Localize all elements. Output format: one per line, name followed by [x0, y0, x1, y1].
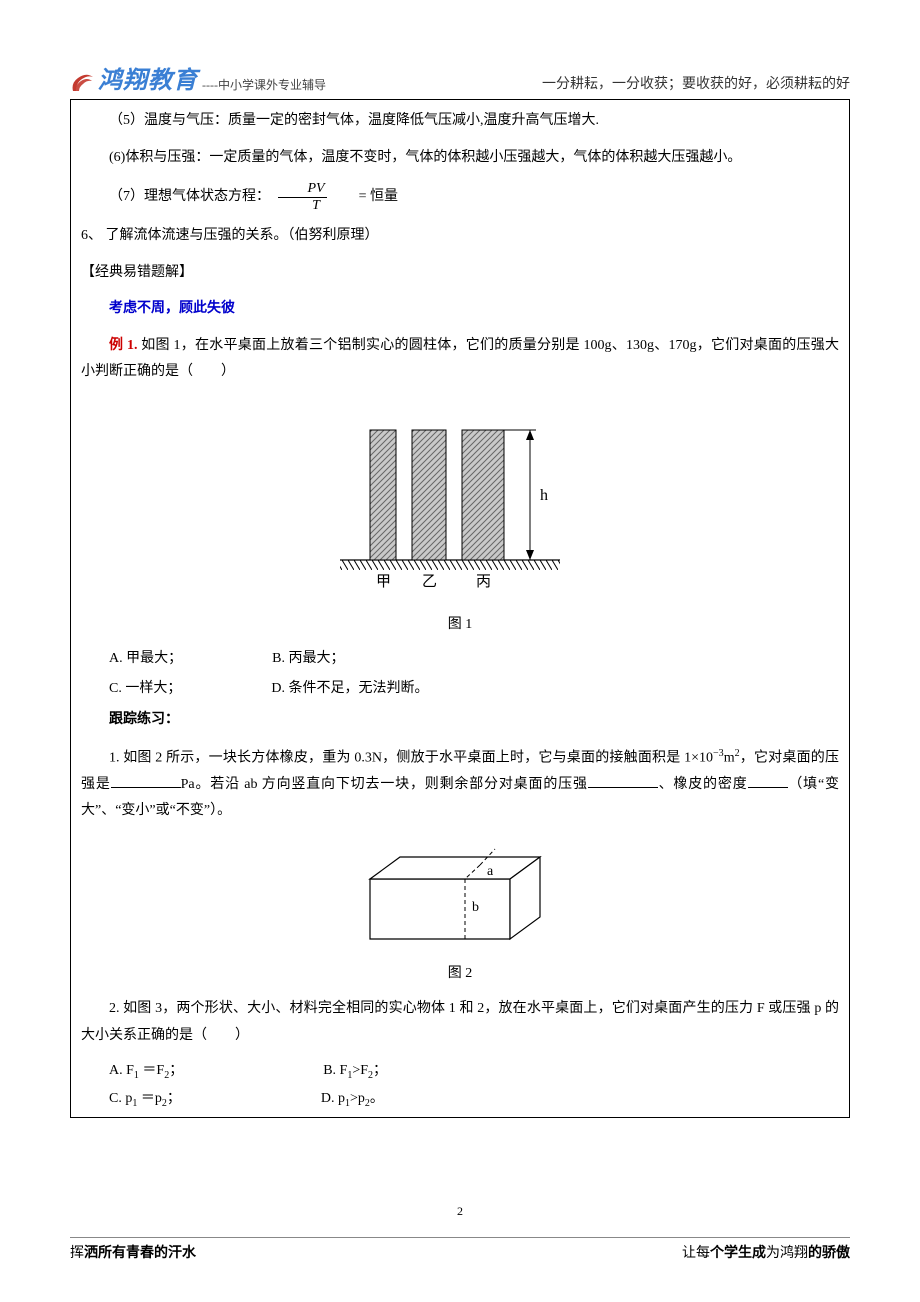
fraction-numerator: PV: [278, 181, 327, 197]
q2-option-c: C. p1 ＝p2；: [109, 1087, 181, 1109]
logo-text: 鸿翔教育: [98, 60, 198, 95]
svg-text:乙: 乙: [422, 574, 437, 590]
q2-option-d: D. p1>p2。: [321, 1087, 384, 1109]
example-1-options-row2: C. 一样大； D. 条件不足，无法判断。: [81, 677, 839, 697]
q2d-suf: 。: [370, 1091, 384, 1106]
gas-equation: PV T = 恒量: [274, 181, 399, 213]
header-motto: 一分耕耘，一分收获；要收获的好，必须耕耘的好: [542, 73, 850, 95]
q2d-mid: >p: [350, 1091, 365, 1106]
question-2-options-row1: A. F1 ＝F2； B. F1>F2；: [81, 1059, 839, 1081]
footer-divider: [70, 1237, 850, 1238]
follow-up-label: 跟踪练习：: [81, 707, 839, 734]
para-5: （5）温度与气压：质量一定的密封气体，温度降低气压减小,温度升高气压增大.: [81, 108, 839, 135]
para-8: 6、 了解流体流速与压强的关系。（伯努利原理）: [81, 223, 839, 250]
q2c-mid: ＝p: [137, 1091, 162, 1106]
q2-option-a: A. F1 ＝F2；: [109, 1059, 183, 1081]
svg-text:甲: 甲: [376, 574, 391, 590]
q2b-mid: >F: [352, 1063, 368, 1078]
question-1: 1. 如图 2 所示，一块长方体橡皮，重为 0.3N，侧放于水平桌面上时，它与桌…: [81, 744, 839, 825]
example-1-body: 如图 1，在水平桌面上放着三个铝制实心的圆柱体，它们的质量分别是 100g、13…: [81, 338, 839, 380]
q1-sup1: −3: [713, 748, 724, 759]
fr-mid: 为鸿翔: [766, 1246, 808, 1261]
footer-left: 挥洒所有青春的汗水: [70, 1242, 196, 1262]
blank-2: [588, 774, 658, 788]
footer-right: 让每个学生成为鸿翔的骄傲: [682, 1242, 850, 1262]
svg-text:b: b: [472, 900, 479, 915]
fr-pre: 让每: [682, 1246, 710, 1261]
fraction: PV T: [278, 181, 327, 213]
logo-block: 鸿翔教育 ----中小学课外专业辅导: [70, 60, 326, 95]
q2c-pre: C. p: [109, 1091, 132, 1106]
option-b: B. 丙最大；: [272, 647, 344, 667]
q2a-pre: A. F: [109, 1063, 134, 1078]
footer-row: 挥洒所有青春的汗水 让每个学生成为鸿翔的骄傲: [70, 1242, 850, 1262]
para-7-prefix: （7）理想气体状态方程：: [109, 189, 270, 204]
figure-1-caption: 图 1: [81, 613, 839, 633]
content-frame: （5）温度与气压：质量一定的密封气体，温度降低气压减小,温度升高气压增大. (6…: [70, 99, 850, 1118]
blank-1: [111, 774, 181, 788]
q2b-pre: B. F: [323, 1063, 347, 1078]
question-2: 2. 如图 3，两个形状、大小、材料完全相同的实心物体 1 和 2，放在水平桌面…: [81, 996, 839, 1049]
svg-text:h: h: [540, 487, 548, 504]
fl-light: 挥: [70, 1246, 84, 1261]
para-6: (6)体积与压强：一定质量的气体，温度不变时，气体的体积越小压强越大，气体的体积…: [81, 145, 839, 172]
q2-option-b: B. F1>F2；: [323, 1059, 387, 1081]
svg-text:丙: 丙: [476, 574, 491, 590]
example-1: 例 1. 如图 1，在水平桌面上放着三个铝制实心的圆柱体，它们的质量分别是 10…: [81, 333, 839, 386]
q2a-mid: ＝F: [139, 1063, 164, 1078]
option-c: C. 一样大；: [109, 677, 181, 697]
figure-2-caption: 图 2: [81, 962, 839, 982]
example-1-options-row1: A. 甲最大； B. 丙最大；: [81, 647, 839, 667]
equals-constant: = 恒量: [331, 184, 398, 211]
page-footer: 2 挥洒所有青春的汗水 让每个学生成为鸿翔的骄傲: [70, 1204, 850, 1262]
question-2-options-row2: C. p1 ＝p2； D. p1>p2。: [81, 1087, 839, 1109]
q1-seg-a: 1. 如图 2 所示，一块长方体橡皮，重为 0.3N，侧放于水平桌面上时，它与桌…: [109, 750, 713, 765]
section-classic: 【经典易错题解】: [81, 260, 839, 287]
q2c-suf: ；: [167, 1091, 181, 1106]
blank-3: [748, 774, 788, 788]
q1-seg-a2: m: [724, 750, 735, 765]
para-7: （7）理想气体状态方程： PV T = 恒量: [81, 181, 839, 213]
figure-1: h 甲 乙 丙: [81, 400, 839, 605]
q1-seg-b: Pa。若沿 ab 方向竖直向下切去一块，则剩余部分对桌面的压强: [181, 777, 588, 792]
option-a: A. 甲最大；: [109, 647, 182, 667]
q2a-suf: ；: [169, 1063, 183, 1078]
option-d: D. 条件不足，无法判断。: [271, 677, 428, 697]
q1-seg-c: 、橡皮的密度: [658, 777, 748, 792]
svg-text:a: a: [487, 864, 494, 879]
fr-b2: 的骄傲: [808, 1246, 850, 1261]
fraction-denominator: T: [282, 198, 322, 213]
logo-subtitle: ----中小学课外专业辅导: [202, 76, 326, 95]
logo-icon: [70, 73, 94, 95]
example-1-label: 例 1.: [109, 338, 138, 353]
fl-bold: 洒所有青春的汗水: [84, 1246, 196, 1261]
page-header: 鸿翔教育 ----中小学课外专业辅导 一分耕耘，一分收获；要收获的好，必须耕耘的…: [70, 60, 850, 95]
commentary: 考虑不周，顾此失彼: [81, 296, 839, 323]
page-number: 2: [70, 1204, 850, 1219]
figure-2: a b: [81, 839, 839, 954]
q2d-pre: D. p: [321, 1091, 345, 1106]
fr-b1: 个学生成: [710, 1246, 766, 1261]
q2b-suf: ；: [373, 1063, 387, 1078]
